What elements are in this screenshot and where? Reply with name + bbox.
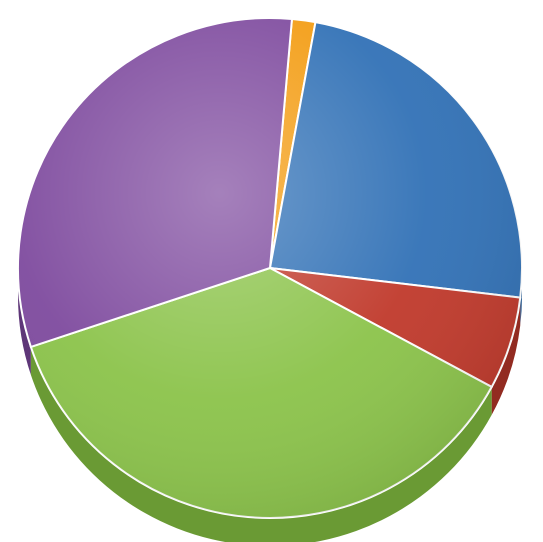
pie-chart	[0, 0, 543, 542]
pie-slice-blue	[270, 22, 522, 297]
